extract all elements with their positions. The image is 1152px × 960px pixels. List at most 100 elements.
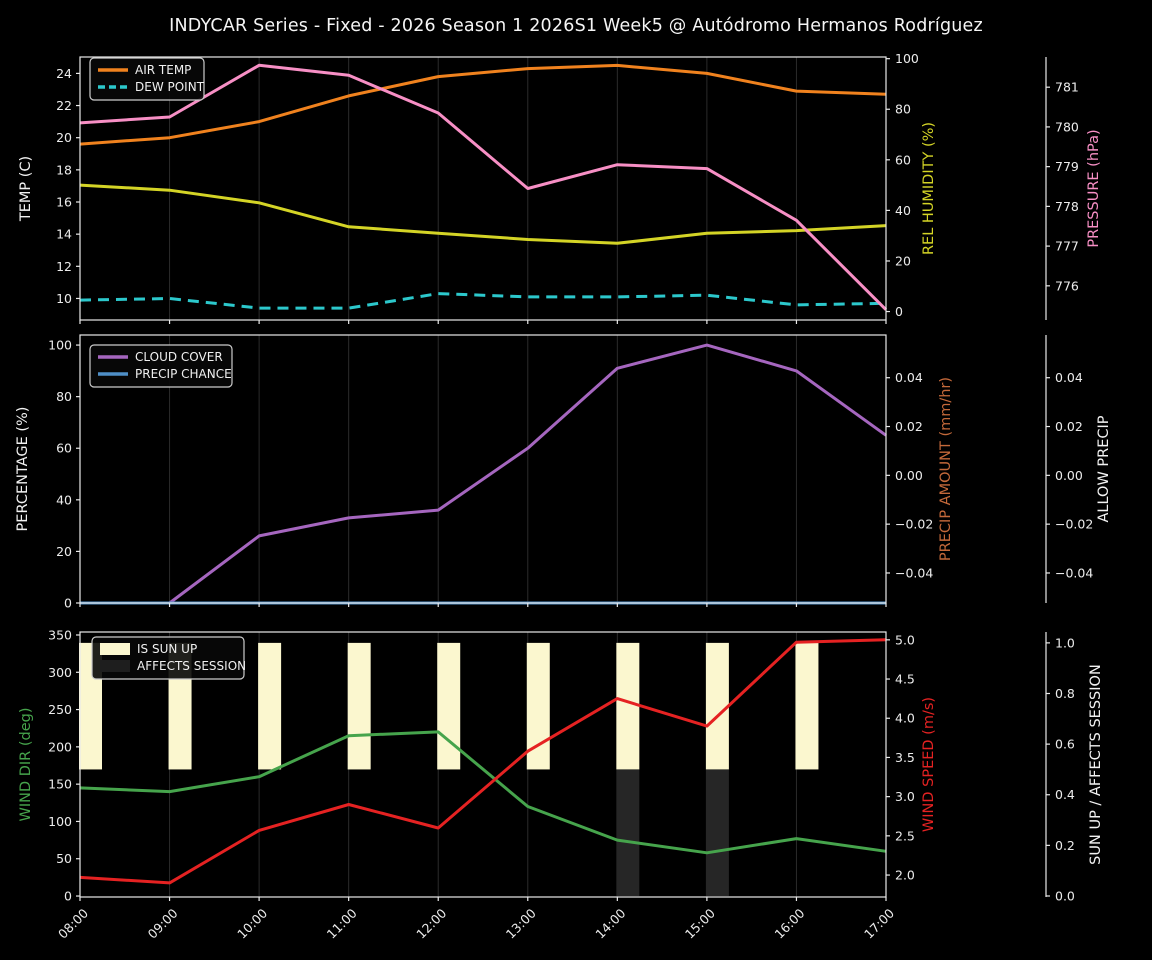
x-tick-label: 08:00 <box>55 905 91 941</box>
y-tick-label: 200 <box>48 739 72 754</box>
y-tick-label: 2.0 <box>895 868 915 883</box>
y-tick-label: 3.0 <box>895 789 915 804</box>
y-tick-label: 0 <box>64 596 72 611</box>
legend-patch-sample <box>100 643 130 655</box>
y-tick-label: 12 <box>56 259 72 274</box>
bar-is-sun-up <box>616 642 640 770</box>
x-tick-label: 14:00 <box>592 905 628 941</box>
x-tick-label: 15:00 <box>682 905 718 941</box>
plot-border <box>79 56 887 321</box>
plot-border <box>79 334 887 604</box>
x-tick-label: 10:00 <box>234 905 270 941</box>
right-axis-label: REL HUMIDITY (%) <box>921 122 937 255</box>
y-tick-label: 0.02 <box>895 419 923 434</box>
legend-temperature-panel: AIR TEMP DEW POINT <box>89 57 205 101</box>
y-tick-label: 776 <box>1055 278 1079 293</box>
y-tick-label: 4.5 <box>895 672 915 687</box>
y-tick-label: 780 <box>1055 119 1079 134</box>
legend-patch-sample <box>100 660 130 672</box>
left-axis-label: TEMP (C) <box>18 156 34 222</box>
series-wind-dir <box>79 730 887 855</box>
y-tick-label: 100 <box>48 338 72 353</box>
y-tick-label: 0.04 <box>895 370 923 385</box>
legend-label: AIR TEMP <box>135 63 191 77</box>
y-tick-label: 18 <box>56 162 72 177</box>
figure-title: INDYCAR Series - Fixed - 2026 Season 1 2… <box>169 16 983 36</box>
legend-label: IS SUN UP <box>137 642 197 656</box>
right-axis-label: PRECIP AMOUNT (mm/hr) <box>938 377 954 561</box>
plot-border <box>79 631 887 898</box>
y-tick-label: 40 <box>895 203 911 218</box>
y-tick-label: 250 <box>48 702 72 717</box>
y-tick-label: 14 <box>56 227 72 242</box>
bar-is-sun-up <box>705 642 729 770</box>
legend-label: PRECIP CHANCE <box>135 367 232 381</box>
y-tick-label: 0.0 <box>1055 888 1075 903</box>
y-tick-label: 1.0 <box>1055 635 1075 650</box>
bar-is-sun-up <box>526 642 550 770</box>
y-tick-label: 0.8 <box>1055 686 1075 701</box>
bar-is-sun-up <box>437 642 461 770</box>
y-tick-label: −0.04 <box>1055 565 1093 580</box>
axis-ticks <box>76 58 1050 324</box>
y-tick-label: 3.5 <box>895 750 915 765</box>
axis-ticks <box>76 634 1050 901</box>
bar-is-sun-up <box>258 642 282 770</box>
x-tick-label: 13:00 <box>503 905 539 941</box>
y-tick-label: 16 <box>56 195 72 210</box>
y-tick-label: 0.02 <box>1055 419 1083 434</box>
panel-cloud-precip-panel: 0 20 40 60 80 100 PERCENTAGE (%) 0.04 0.02 0.00 −0… <box>15 334 1112 611</box>
x-tick-label: 12:00 <box>413 905 449 941</box>
right-axis-label: WIND SPEED (m/s) <box>921 697 937 832</box>
y-tick-label: 0.2 <box>1055 838 1075 853</box>
y-tick-label: 779 <box>1055 159 1079 174</box>
right-axis2-label: PRESSURE (hPa) <box>1086 129 1102 247</box>
y-tick-label: 150 <box>48 777 72 792</box>
legend-label: DEW POINT <box>135 80 205 94</box>
series-dew-point <box>79 292 887 310</box>
y-tick-label: 0 <box>64 889 72 904</box>
series-rel-humidity <box>79 183 887 245</box>
y-tick-label: 60 <box>895 152 911 167</box>
y-tick-label: 20 <box>56 130 72 145</box>
left-axis-label: PERCENTAGE (%) <box>15 407 31 532</box>
y-tick-label: 100 <box>48 814 72 829</box>
bar-group-is-sun-up <box>79 642 819 770</box>
series-pressure <box>79 63 888 311</box>
y-tick-label: 20 <box>895 253 911 268</box>
axis-ticks <box>76 344 1050 607</box>
y-tick-label: −0.02 <box>1055 517 1093 532</box>
y-tick-label: 0 <box>895 304 903 319</box>
y-tick-label: 60 <box>56 441 72 456</box>
series-wind-speed <box>79 638 887 885</box>
y-tick-label: 80 <box>895 102 911 117</box>
y-tick-label: 0.6 <box>1055 737 1075 752</box>
y-tick-label: 100 <box>895 51 919 66</box>
y-tick-label: 0.00 <box>1055 468 1083 483</box>
y-tick-label: 0.00 <box>895 468 923 483</box>
x-tick-label: 16:00 <box>771 905 807 941</box>
y-tick-label: 350 <box>48 627 72 642</box>
y-tick-label: −0.04 <box>895 565 933 580</box>
y-tick-label: 5.0 <box>895 632 915 647</box>
y-tick-label: 22 <box>56 98 72 113</box>
bar-affects-session <box>705 769 729 896</box>
legend-label: AFFECTS SESSION <box>137 659 246 673</box>
y-tick-label: 50 <box>56 851 72 866</box>
series-air-temp <box>79 63 887 146</box>
x-tick-label: 11:00 <box>324 905 360 941</box>
bar-group-affects-session <box>616 769 729 896</box>
x-tick-label: 09:00 <box>145 905 181 941</box>
y-tick-label: 80 <box>56 389 72 404</box>
y-tick-label: 778 <box>1055 199 1079 214</box>
bar-is-sun-up <box>795 642 819 770</box>
left-axis-label: WIND DIR (deg) <box>18 707 34 821</box>
bar-is-sun-up <box>347 642 371 770</box>
bar-affects-session <box>616 769 640 896</box>
panel-wind-sun-panel: 0 50 100 150 200 250 300 350 WIND DIR (deg) 2.0 2.… <box>18 627 1104 941</box>
y-tick-label: 20 <box>56 544 72 559</box>
y-tick-label: 300 <box>48 665 72 680</box>
y-tick-label: 24 <box>56 66 72 81</box>
y-tick-label: 781 <box>1055 80 1079 95</box>
